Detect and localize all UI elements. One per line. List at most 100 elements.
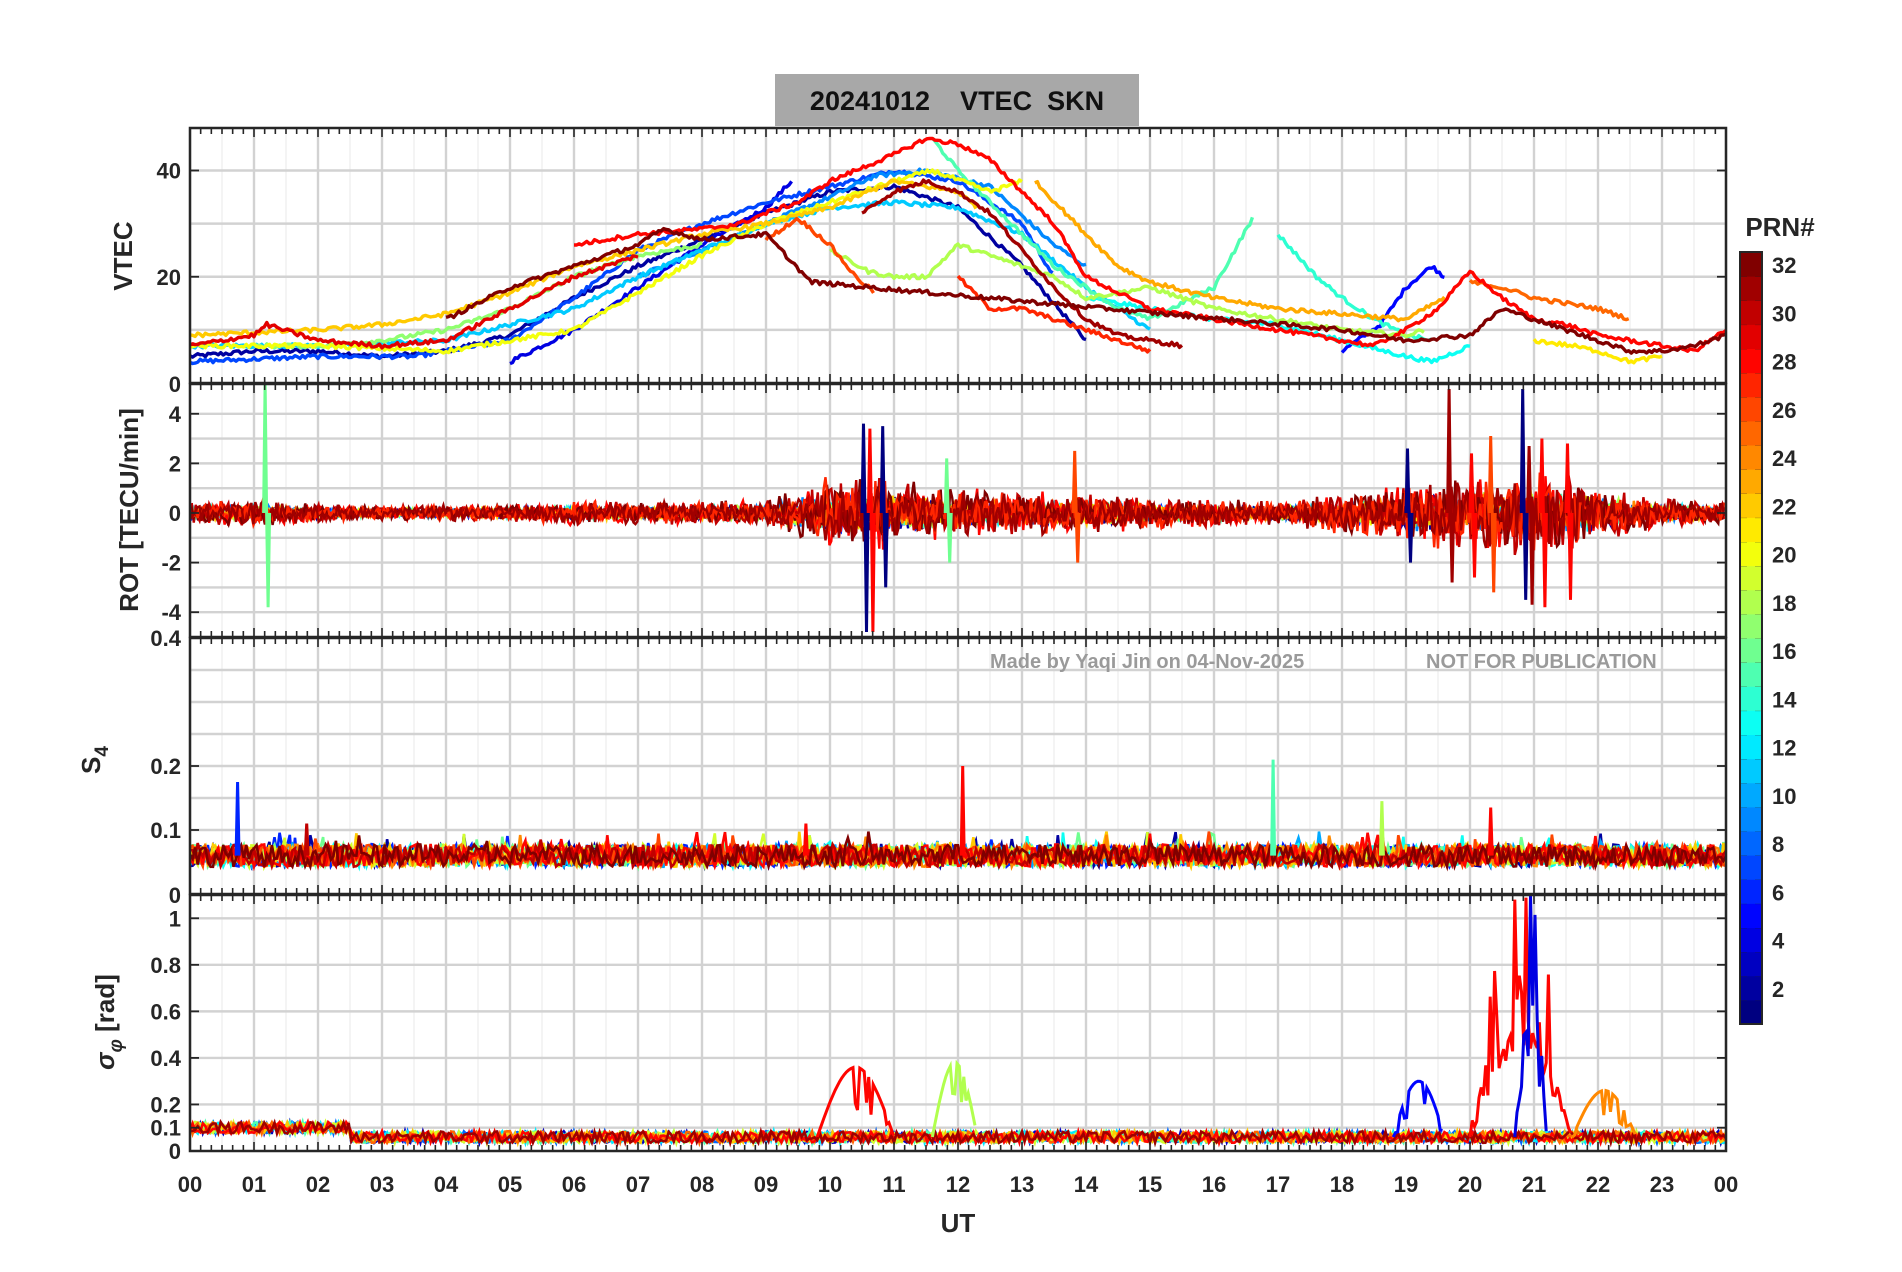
- colorbar-swatch-prn-13: [1740, 710, 1762, 735]
- vtec-series-prn-4: [509, 180, 793, 366]
- y-tick-label-top: 0.4: [150, 626, 181, 651]
- rot-series-prn-31: [190, 482, 1726, 549]
- colorbar-swatch-prn-14: [1740, 686, 1762, 711]
- colorbar-tick-label: 32: [1772, 253, 1796, 278]
- vtec-series-prn-32: [445, 226, 1726, 355]
- panel-rot-series: [190, 384, 1726, 633]
- colorbar-swatch-prn-18: [1740, 589, 1762, 615]
- sigma-burst-prn-24: [1571, 1088, 1637, 1139]
- x-tick-label: 18: [1330, 1172, 1354, 1197]
- vtec-series-prn-15: [931, 136, 1255, 321]
- y-tick-label: 2: [169, 451, 181, 476]
- colorbar-swatch-prn-11: [1740, 758, 1762, 784]
- sigma-burst-prn-18: [930, 1059, 977, 1138]
- y-tick-label: -4: [161, 600, 181, 625]
- colorbar-tick-label: 4: [1772, 929, 1785, 954]
- colorbar-swatch-prn-24: [1740, 445, 1762, 470]
- colorbar-tick-label: 16: [1772, 639, 1796, 664]
- vtec-series-prn-27: [956, 274, 1152, 354]
- rot-spike-prn-28: [1564, 443, 1574, 600]
- x-tick-label: 07: [626, 1172, 650, 1197]
- panel-sigma-series: [190, 895, 1726, 1148]
- x-tick-label: 22: [1586, 1172, 1610, 1197]
- x-tick-label: 14: [1074, 1172, 1099, 1197]
- vtec-series-prn-31: [861, 178, 1184, 350]
- rot-series-prn-27: [190, 472, 1726, 552]
- s4-spike-prn-28: [802, 823, 809, 856]
- colorbar-swatch-prn-2: [1740, 975, 1762, 1001]
- vtec-series-prn-23: [1034, 179, 1446, 323]
- colorbar-tick-label: 30: [1772, 301, 1796, 326]
- colorbar-swatch-prn-27: [1740, 372, 1762, 398]
- y-tick-label: 4: [169, 402, 182, 427]
- colorbar-swatch-prn-26: [1740, 396, 1762, 422]
- vtec-series-prn-5: [1340, 265, 1445, 354]
- y-tick-label-top: 0: [169, 372, 181, 397]
- colorbar-swatch-prn-30: [1740, 300, 1762, 325]
- colorbar-swatches: [1739, 251, 1763, 1025]
- sigma-burst-prn-28: [1468, 897, 1573, 1138]
- colorbar-tick-label: 12: [1772, 736, 1796, 761]
- x-tick-label: 13: [1010, 1172, 1034, 1197]
- s4-spike-prn-15: [1270, 759, 1277, 856]
- x-tick-label: 23: [1650, 1172, 1674, 1197]
- y-tick-label: 0.1: [150, 818, 181, 843]
- s4-spike-prn-28: [959, 765, 966, 856]
- vtec-series-prn-26: [764, 216, 875, 294]
- colorbar-title: PRN#: [1745, 212, 1815, 242]
- x-tick-label: 00: [178, 1172, 202, 1197]
- colorbar-tick-label: 2: [1772, 977, 1784, 1002]
- s4-series-prn-32: [190, 831, 1726, 872]
- y-tick-label: 0.1: [150, 1116, 181, 1141]
- rot-spike-prn-1: [879, 426, 889, 588]
- colorbar-swatch-prn-16: [1740, 638, 1762, 663]
- s4-spike-prn-28: [1487, 807, 1494, 856]
- panel-rot: -4 -2 0 2 4 0 ROT [TECU/min]: [114, 372, 1728, 639]
- colorbar-swatch-prn-25: [1740, 420, 1762, 446]
- rot-spike-prn-28: [1468, 453, 1478, 578]
- x-tick-label: 17: [1266, 1172, 1290, 1197]
- s4-spike-prn-18: [1378, 801, 1385, 856]
- colorbar-swatch-prn-19: [1740, 565, 1762, 591]
- s4-spike-prn-6: [234, 781, 241, 856]
- sigma-burst-prn-5: [1391, 1079, 1443, 1138]
- x-tick-label: 03: [370, 1172, 394, 1197]
- x-tick-label: 20: [1458, 1172, 1482, 1197]
- x-tick-labels: 00 01 02 03 04 05 06 07 08 09 10 11 12 13 14 15 16 17 18 19…: [178, 1172, 1738, 1197]
- chart-title: 20241012 VTEC SKN: [810, 86, 1104, 116]
- panel-sigma-phi: 00.10.20.40.60.810 σφ [rad]: [90, 883, 1728, 1164]
- colorbar-swatch-prn-1: [1740, 999, 1762, 1025]
- title-banner: 20241012 VTEC SKN: [775, 74, 1139, 126]
- y-tick-label: 20: [157, 265, 181, 290]
- vtec-series-prn-2: [190, 183, 1087, 360]
- y-tick-label: 40: [157, 159, 181, 184]
- sigma-burst-prn-28: [815, 1065, 895, 1138]
- x-axis-label: UT: [941, 1208, 976, 1238]
- x-tick-label: 01: [242, 1172, 266, 1197]
- vtec-series-prn-25: [1468, 278, 1630, 322]
- rot-spike-prn-1: [1404, 448, 1414, 563]
- x-tick-label: 04: [434, 1172, 459, 1197]
- x-tick-label: 10: [818, 1172, 842, 1197]
- x-tick-label: 16: [1202, 1172, 1226, 1197]
- y-tick-label: 1: [169, 906, 181, 931]
- panel-sigma-grid: [188, 895, 1728, 1151]
- colorbar-swatch-prn-17: [1740, 613, 1762, 639]
- colorbar-swatch-prn-23: [1740, 469, 1762, 494]
- rot-spike-prn-26: [1487, 436, 1497, 593]
- title-background: [775, 74, 1139, 126]
- colorbar-swatch-prn-20: [1740, 541, 1762, 567]
- panel-s4-series: [190, 759, 1726, 872]
- panel-s4: 0.10.20.4 S4: [76, 626, 1728, 896]
- colorbar-tick-label: 6: [1772, 880, 1784, 905]
- colorbar-swatch-prn-21: [1740, 517, 1762, 542]
- colorbar-tick-label: 20: [1772, 543, 1796, 568]
- colorbar-swatch-prn-31: [1740, 276, 1762, 301]
- colorbar-tick-label: 24: [1772, 446, 1797, 471]
- x-tick-label: 05: [498, 1172, 522, 1197]
- y-tick-label-top: 0: [169, 883, 181, 908]
